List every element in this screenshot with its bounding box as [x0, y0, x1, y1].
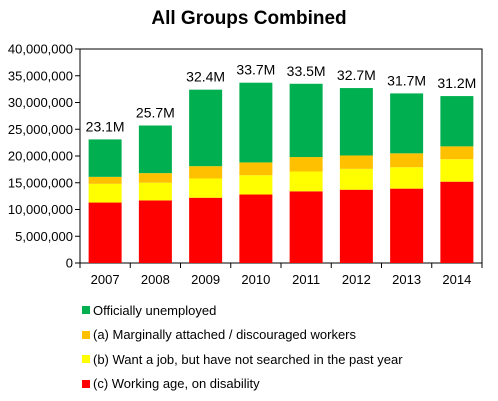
bar-segment: [339, 88, 373, 156]
bar-segment: [440, 159, 474, 182]
bar-segment: [138, 182, 172, 201]
bar-segment: [339, 155, 373, 169]
legend-item: (a) Marginally attached / discouraged wo…: [82, 323, 403, 348]
x-tick-label: 2013: [392, 272, 421, 287]
bar-segment: [88, 202, 122, 263]
legend-label: (c) Working age, on disability: [93, 376, 260, 392]
legend-swatch: [82, 379, 90, 388]
x-tick-label: 2007: [91, 272, 120, 287]
total-label: 23.1M: [86, 118, 125, 134]
chart-legend: Officially unemployed (a) Marginally atta…: [82, 298, 403, 396]
total-label: 31.2M: [437, 75, 476, 91]
bar-segment: [239, 82, 273, 163]
y-tick-label: 35,000,000: [8, 68, 73, 83]
total-label: 33.5M: [287, 63, 326, 79]
bar-segment: [88, 176, 122, 184]
y-tick-label: 20,000,000: [8, 149, 73, 164]
chart-title: All Groups Combined: [151, 8, 347, 29]
legend-label: (a) Marginally attached / discouraged wo…: [93, 327, 357, 343]
total-label: 33.7M: [236, 62, 275, 78]
bar-segment: [239, 162, 273, 176]
legend-item: (c) Working age, on disability: [82, 372, 403, 397]
y-tick-label: 30,000,000: [8, 95, 73, 110]
y-axis: 0 5,000,000 10,000,000 15,000,000 20,000,000…: [8, 42, 483, 271]
bar-segment: [138, 173, 172, 183]
legend-item: Officially unemployed: [82, 298, 403, 323]
y-tick-label: 40,000,000: [8, 42, 73, 57]
stacked-bar-chart: 0 5,000,000 10,000,000 15,000,000 20,000,000…: [8, 42, 483, 287]
bar-series: [88, 82, 474, 263]
bar-segment: [138, 200, 172, 263]
bar-segment: [88, 139, 122, 177]
bar-segment: [189, 166, 223, 179]
x-tick-label: 2012: [342, 272, 371, 287]
total-label: 32.4M: [186, 69, 225, 85]
legend-swatch: [82, 355, 90, 364]
bar-segment: [390, 153, 424, 168]
y-tick-label: 25,000,000: [8, 122, 73, 137]
bar-segment: [289, 191, 323, 263]
bar-segment: [189, 197, 223, 263]
legend-swatch: [82, 306, 90, 315]
total-label: 32.7M: [337, 67, 376, 83]
bar-segment: [239, 194, 273, 263]
bar-segment: [440, 96, 474, 147]
bar-segment: [289, 157, 323, 172]
x-tick-label: 2010: [241, 272, 270, 287]
x-tick-label: 2008: [141, 272, 170, 287]
y-tick-label: 5,000,000: [15, 229, 73, 244]
y-tick-label: 15,000,000: [8, 175, 73, 190]
bar-segment: [239, 175, 273, 195]
legend-label: (b) Want a job, but have not searched in…: [93, 351, 403, 367]
y-tick-label: 0: [66, 256, 73, 271]
bar-segment: [390, 167, 424, 189]
x-tick-label: 2009: [191, 272, 220, 287]
bar-segment: [88, 183, 122, 203]
total-labels: 23.1M 25.7M 32.4M 33.7M 33.5M 32.7M 31.7M 31.2M: [86, 62, 477, 135]
bar-segment: [138, 125, 172, 174]
bar-segment: [390, 188, 424, 263]
legend-swatch: [82, 330, 90, 339]
x-tick-label: 2014: [442, 272, 471, 287]
bar-segment: [339, 168, 373, 190]
bar-segment: [440, 146, 474, 160]
bar-segment: [339, 189, 373, 263]
bar-segment: [189, 89, 223, 167]
bar-segment: [440, 181, 474, 263]
bar-segment: [390, 93, 424, 154]
x-tick-label: 2011: [292, 272, 320, 287]
legend-item: (b) Want a job, but have not searched in…: [82, 347, 403, 372]
x-axis: 2007 2008 2009 2010 2011 2012 2013 2014: [79, 263, 483, 287]
total-label: 31.7M: [387, 72, 426, 88]
bar-segment: [289, 83, 323, 158]
total-label: 25.7M: [136, 105, 175, 121]
y-tick-label: 10,000,000: [8, 202, 73, 217]
legend-label: Officially unemployed: [93, 302, 217, 318]
bar-segment: [289, 171, 323, 192]
bar-segment: [189, 178, 223, 198]
